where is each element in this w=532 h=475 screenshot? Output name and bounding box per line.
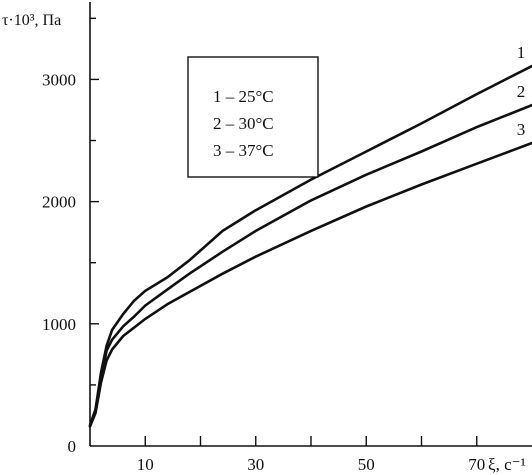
- labels: τ·10³, Па ξ, с⁻¹: [2, 12, 526, 474]
- legend-entry-3: 3 – 37°C: [213, 141, 274, 160]
- series-line-3: [88, 141, 532, 428]
- series-label-2: 2: [517, 82, 526, 101]
- series-line-2: [88, 103, 532, 428]
- y-tick-label-0: 0: [68, 437, 77, 456]
- x-tick-label-30: 30: [247, 455, 264, 474]
- series-label-3: 3: [517, 120, 526, 139]
- y-tick-label-3000: 3000: [42, 70, 76, 89]
- y-axis-label: τ·10³, Па: [2, 12, 61, 29]
- legend-entry-1: 1 – 25°C: [213, 87, 274, 106]
- legend-box: [187, 56, 319, 178]
- x-axis-label: ξ, с⁻¹: [488, 455, 526, 474]
- y-tick-label-2000: 2000: [42, 193, 76, 212]
- x-tick-label-70: 70: [468, 455, 485, 474]
- x-tick-label-10: 10: [137, 455, 154, 474]
- legend: 1 – 25°C 2 – 30°C 3 – 37°C: [187, 56, 319, 178]
- ticks: 0 1000 2000 3000 10 30 50 70: [42, 17, 485, 474]
- y-tick-label-1000: 1000: [42, 315, 76, 334]
- series-lines: 1 2 3: [88, 43, 532, 428]
- legend-entry-2: 2 – 30°C: [213, 114, 274, 133]
- series-label-1: 1: [517, 43, 526, 62]
- x-tick-label-50: 50: [358, 455, 375, 474]
